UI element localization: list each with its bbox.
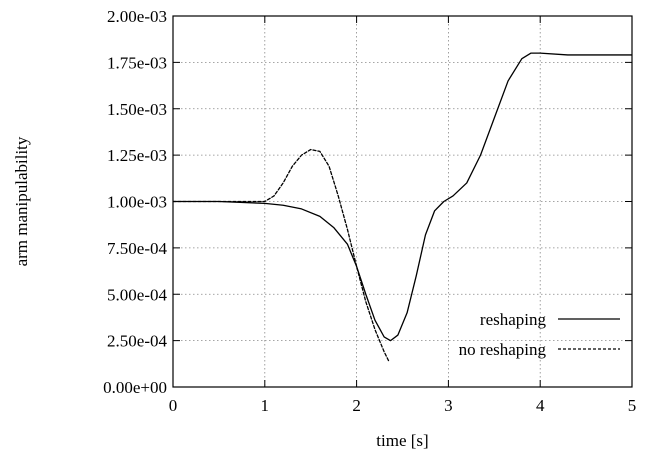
axis-ticks: 0 1 2 3 4 5 0.00e+00 2.50e-04 5.00e-04 7.50e-04 1.… bbox=[103, 7, 636, 415]
y-tick-label: 1.25e-03 bbox=[107, 146, 167, 165]
legend: reshaping no reshaping bbox=[459, 310, 620, 359]
y-tick-label: 1.75e-03 bbox=[107, 53, 167, 72]
grid bbox=[173, 16, 632, 387]
legend-label: reshaping bbox=[480, 310, 547, 329]
y-tick-label: 2.50e-04 bbox=[107, 332, 167, 351]
series-line-no-reshaping bbox=[173, 148, 390, 362]
x-axis-title: time [s] bbox=[376, 431, 428, 450]
x-tick-label: 0 bbox=[169, 396, 178, 415]
x-tick-label: 2 bbox=[352, 396, 361, 415]
legend-label: no reshaping bbox=[459, 340, 547, 359]
x-tick-label: 5 bbox=[628, 396, 637, 415]
y-tick-label: 1.00e-03 bbox=[107, 193, 167, 212]
x-tick-label: 3 bbox=[444, 396, 453, 415]
y-tick-label: 1.50e-03 bbox=[107, 100, 167, 119]
series-lines bbox=[173, 52, 632, 362]
y-tick-label: 0.00e+00 bbox=[103, 378, 167, 397]
y-tick-label: 5.00e-04 bbox=[107, 285, 167, 304]
y-axis-title: arm manipulability bbox=[12, 136, 31, 266]
x-tick-label: 1 bbox=[261, 396, 270, 415]
x-tick-label: 4 bbox=[536, 396, 545, 415]
series-line-reshaping bbox=[173, 52, 632, 342]
y-tick-label: 7.50e-04 bbox=[107, 239, 167, 258]
y-tick-label: 2.00e-03 bbox=[107, 7, 167, 26]
